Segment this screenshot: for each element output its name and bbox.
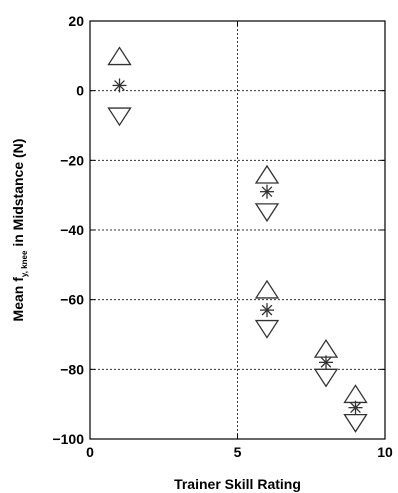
y-axis-title-subscript: y, knee bbox=[20, 250, 29, 277]
y-tick-label: 0 bbox=[76, 83, 84, 99]
y-tick-label: 20 bbox=[68, 13, 84, 29]
asterisk-stroke bbox=[261, 186, 273, 198]
lower-triangle-marker bbox=[107, 107, 132, 127]
axis-ticks bbox=[89, 20, 386, 440]
y-tick-label: −40 bbox=[60, 222, 84, 238]
upper-triangle-marker bbox=[343, 384, 368, 404]
y-tick-label: −60 bbox=[60, 292, 84, 308]
lower-triangle-marker bbox=[313, 368, 339, 388]
asterisk-stroke bbox=[320, 357, 332, 368]
upper-triangle-marker bbox=[313, 338, 339, 358]
y-axis-title: Mean fy, knee in Midstance (N) bbox=[10, 139, 29, 322]
mean-asterisk-marker bbox=[260, 184, 274, 199]
mean-asterisk-marker bbox=[112, 78, 127, 93]
y-axis-title-suffix: in Midstance (N) bbox=[10, 139, 26, 251]
asterisk-stroke bbox=[350, 402, 361, 414]
mean-asterisk-marker bbox=[319, 355, 333, 370]
grid-lines bbox=[90, 21, 385, 439]
mean-asterisk-marker bbox=[260, 303, 274, 318]
lower-triangle-marker bbox=[254, 319, 280, 339]
y-tick-label: −80 bbox=[60, 361, 84, 377]
asterisk-stroke bbox=[261, 304, 273, 316]
y-axis-title-prefix: Mean f bbox=[10, 277, 26, 322]
mean-asterisk-marker bbox=[348, 400, 363, 415]
y-tick-label: −100 bbox=[52, 431, 84, 447]
x-tick-label: 10 bbox=[377, 444, 393, 460]
data-marks bbox=[107, 46, 368, 433]
upper-triangle-marker bbox=[107, 46, 132, 66]
x-axis-title: Trainer Skill Rating bbox=[174, 476, 301, 492]
x-tick-label: 5 bbox=[234, 444, 242, 460]
lower-triangle-marker bbox=[254, 203, 280, 223]
y-tick-label: −20 bbox=[60, 152, 84, 168]
asterisk-stroke bbox=[114, 80, 125, 91]
lower-triangle-marker bbox=[343, 413, 368, 433]
upper-triangle-marker bbox=[254, 164, 280, 184]
x-tick-label: 0 bbox=[86, 444, 94, 460]
upper-triangle-marker bbox=[254, 279, 280, 299]
